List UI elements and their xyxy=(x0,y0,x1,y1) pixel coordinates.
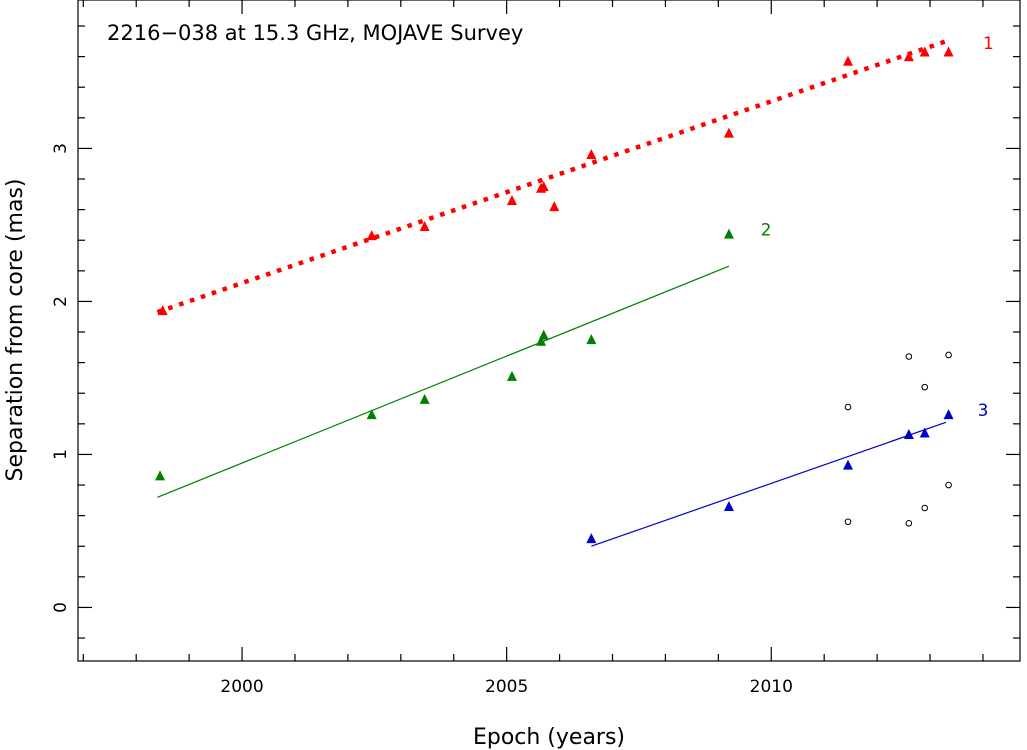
series-label-2: 2 xyxy=(761,221,772,241)
plot-frame xyxy=(77,0,1021,662)
point-series-1 xyxy=(843,55,854,66)
chart-title: 2216−038 at 15.3 GHz, MOJAVE Survey xyxy=(107,21,523,45)
series-label-1: 1 xyxy=(983,34,994,54)
point-series-3 xyxy=(843,459,854,470)
point-unassigned xyxy=(905,353,913,360)
x-axis-title: Epoch (years) xyxy=(473,725,625,750)
point-series-3 xyxy=(919,427,930,438)
fit-lines xyxy=(156,39,947,547)
point-unassigned xyxy=(945,481,952,489)
y-axis-title: Separation from core (mas) xyxy=(3,179,28,482)
x-tick-label: 2000 xyxy=(220,677,263,697)
point-series-1 xyxy=(943,46,954,57)
point-series-2 xyxy=(538,329,549,340)
y-tick-label: 1 xyxy=(51,449,71,460)
point-unassigned xyxy=(844,518,852,526)
point-series-1 xyxy=(366,230,377,241)
y-tick-label: 2 xyxy=(51,296,71,307)
point-series-1 xyxy=(919,46,930,57)
point-series-2 xyxy=(366,409,377,420)
point-series-1 xyxy=(419,220,430,231)
fit-line-series-3 xyxy=(591,421,947,547)
series-labels: 1 2 3 xyxy=(761,34,994,421)
point-series-3 xyxy=(586,533,597,544)
point-unassigned xyxy=(844,403,852,411)
point-series-3 xyxy=(723,500,734,511)
point-series-2 xyxy=(506,370,517,381)
point-series-2 xyxy=(586,334,597,345)
axis-ticks xyxy=(78,0,1020,661)
data-markers xyxy=(155,46,954,544)
point-unassigned xyxy=(921,504,929,512)
point-series-1 xyxy=(903,51,914,62)
y-tick-label: 3 xyxy=(51,143,71,154)
point-series-1 xyxy=(157,305,168,316)
point-series-1 xyxy=(538,181,549,192)
point-series-1 xyxy=(549,201,560,212)
point-series-3 xyxy=(903,429,914,440)
point-series-2 xyxy=(155,470,166,481)
point-series-3 xyxy=(943,409,954,420)
point-series-2 xyxy=(419,393,430,404)
point-series-1 xyxy=(723,127,734,138)
x-tick-label: 2005 xyxy=(485,677,528,697)
fit-line-series-1 xyxy=(156,39,947,315)
point-unassigned xyxy=(905,519,913,527)
point-unassigned xyxy=(945,351,952,359)
fit-line-series-2 xyxy=(157,265,730,498)
point-unassigned xyxy=(921,383,929,391)
y-tick-label: 0 xyxy=(51,602,71,613)
point-series-2 xyxy=(536,335,547,346)
point-series-1 xyxy=(586,149,597,160)
x-tick-label: 2010 xyxy=(750,677,793,697)
point-series-1 xyxy=(506,194,517,205)
point-series-2 xyxy=(723,228,734,239)
series-label-3: 3 xyxy=(978,401,989,421)
tick-labels: 2000 2005 2010 0 1 2 3 xyxy=(51,143,793,697)
